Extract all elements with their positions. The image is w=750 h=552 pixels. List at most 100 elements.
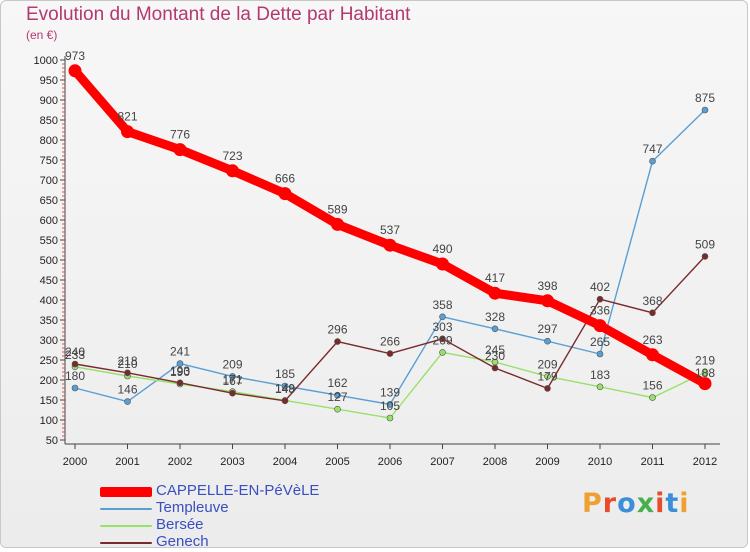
data-label: 190 (170, 365, 190, 379)
y-tick-label: 800 (40, 135, 58, 147)
y-tick-label: 350 (40, 315, 58, 327)
data-label: 265 (590, 335, 610, 349)
legend-swatch (100, 542, 152, 544)
legend-swatch (100, 525, 152, 527)
data-label: 303 (432, 320, 452, 334)
x-tick-label: 2007 (430, 456, 454, 468)
data-point (281, 397, 289, 405)
data-label: 490 (432, 242, 452, 256)
data-label: 171 (222, 373, 242, 387)
y-tick-label: 500 (40, 255, 58, 267)
data-label: 149 (275, 381, 295, 395)
data-point (491, 325, 499, 333)
data-label: 336 (590, 304, 610, 318)
data-point (124, 398, 131, 405)
x-tick-label: 2000 (63, 456, 87, 468)
data-label: 875 (695, 91, 715, 105)
data-point (334, 405, 341, 413)
data-label: 209 (222, 357, 242, 371)
legend-label: Templeuve (156, 499, 229, 516)
series-templeuve (71, 106, 709, 408)
data-point (593, 319, 607, 333)
data-point (124, 369, 131, 377)
proxiti-logo: Proxiti (582, 488, 690, 519)
data-label: 821 (117, 110, 137, 124)
chart-title: Evolution du Montant de la Dette par Hab… (26, 4, 411, 25)
data-label: 266 (380, 335, 400, 349)
data-label: 245 (485, 343, 505, 357)
data-point (383, 238, 397, 252)
y-tick-label: 150 (40, 395, 58, 407)
y-tick-label: 550 (40, 235, 58, 247)
data-label: 723 (222, 149, 242, 163)
x-tick-label: 2001 (115, 456, 139, 468)
data-label: 776 (170, 128, 190, 142)
data-label: 402 (590, 280, 610, 294)
data-point (173, 143, 187, 157)
data-label: 263 (642, 333, 662, 347)
series-genech (71, 253, 709, 405)
data-label: 589 (327, 202, 347, 216)
x-tick-label: 2008 (483, 456, 507, 468)
y-tick-label: 950 (40, 75, 58, 87)
data-point (386, 401, 394, 408)
data-point (649, 394, 656, 401)
data-point (596, 295, 604, 303)
y-tick-label: 100 (40, 415, 58, 427)
data-label: 219 (695, 353, 715, 367)
data-point (596, 383, 604, 391)
data-label: 241 (170, 345, 190, 359)
y-tick-label: 250 (40, 355, 58, 367)
data-label: 188 (695, 366, 715, 380)
y-tick-label: 600 (40, 215, 58, 227)
data-label: 509 (695, 237, 715, 251)
data-label: 139 (380, 385, 400, 399)
y-tick-label: 1000 (34, 55, 58, 67)
data-point (229, 373, 236, 380)
data-label: 666 (275, 172, 295, 186)
y-axis-unit: (en €) (26, 28, 58, 42)
data-label: 105 (380, 399, 400, 413)
data-label: 209 (537, 357, 557, 371)
y-tick-label: 650 (40, 195, 58, 207)
y-tick-label: 200 (40, 375, 58, 387)
data-point (701, 369, 709, 376)
data-point (334, 391, 341, 399)
data-label: 417 (485, 271, 505, 285)
data-point (541, 294, 554, 308)
data-point (71, 360, 79, 368)
data-point (701, 106, 709, 114)
data-label: 167 (222, 374, 242, 388)
data-point (229, 389, 236, 397)
y-tick-label: 50 (46, 435, 58, 447)
data-point (278, 187, 292, 201)
data-label: 127 (327, 390, 347, 404)
data-label: 368 (642, 294, 662, 308)
data-label: 180 (65, 369, 85, 383)
x-tick-label: 2009 (535, 456, 559, 468)
data-label: 230 (485, 349, 505, 363)
data-label: 179 (537, 369, 557, 383)
data-point (386, 414, 394, 422)
y-tick-label: 400 (40, 295, 58, 307)
data-label: 148 (275, 382, 295, 396)
x-tick-label: 2006 (378, 456, 402, 468)
x-tick-label: 2010 (588, 456, 612, 468)
data-label: 240 (65, 345, 85, 359)
data-label: 297 (537, 322, 557, 336)
data-point (386, 350, 394, 357)
y-tick-label: 850 (40, 115, 58, 127)
data-label: 269 (432, 333, 452, 347)
data-label: 210 (117, 357, 137, 371)
x-tick-label: 2004 (273, 456, 297, 468)
data-point (649, 309, 656, 317)
y-tick-label: 750 (40, 155, 58, 167)
data-label: 218 (117, 354, 137, 368)
y-tick-label: 900 (40, 95, 58, 107)
data-point (488, 286, 502, 300)
x-tick-label: 2003 (220, 456, 244, 468)
data-point (68, 64, 82, 78)
legend-swatch (100, 487, 152, 497)
